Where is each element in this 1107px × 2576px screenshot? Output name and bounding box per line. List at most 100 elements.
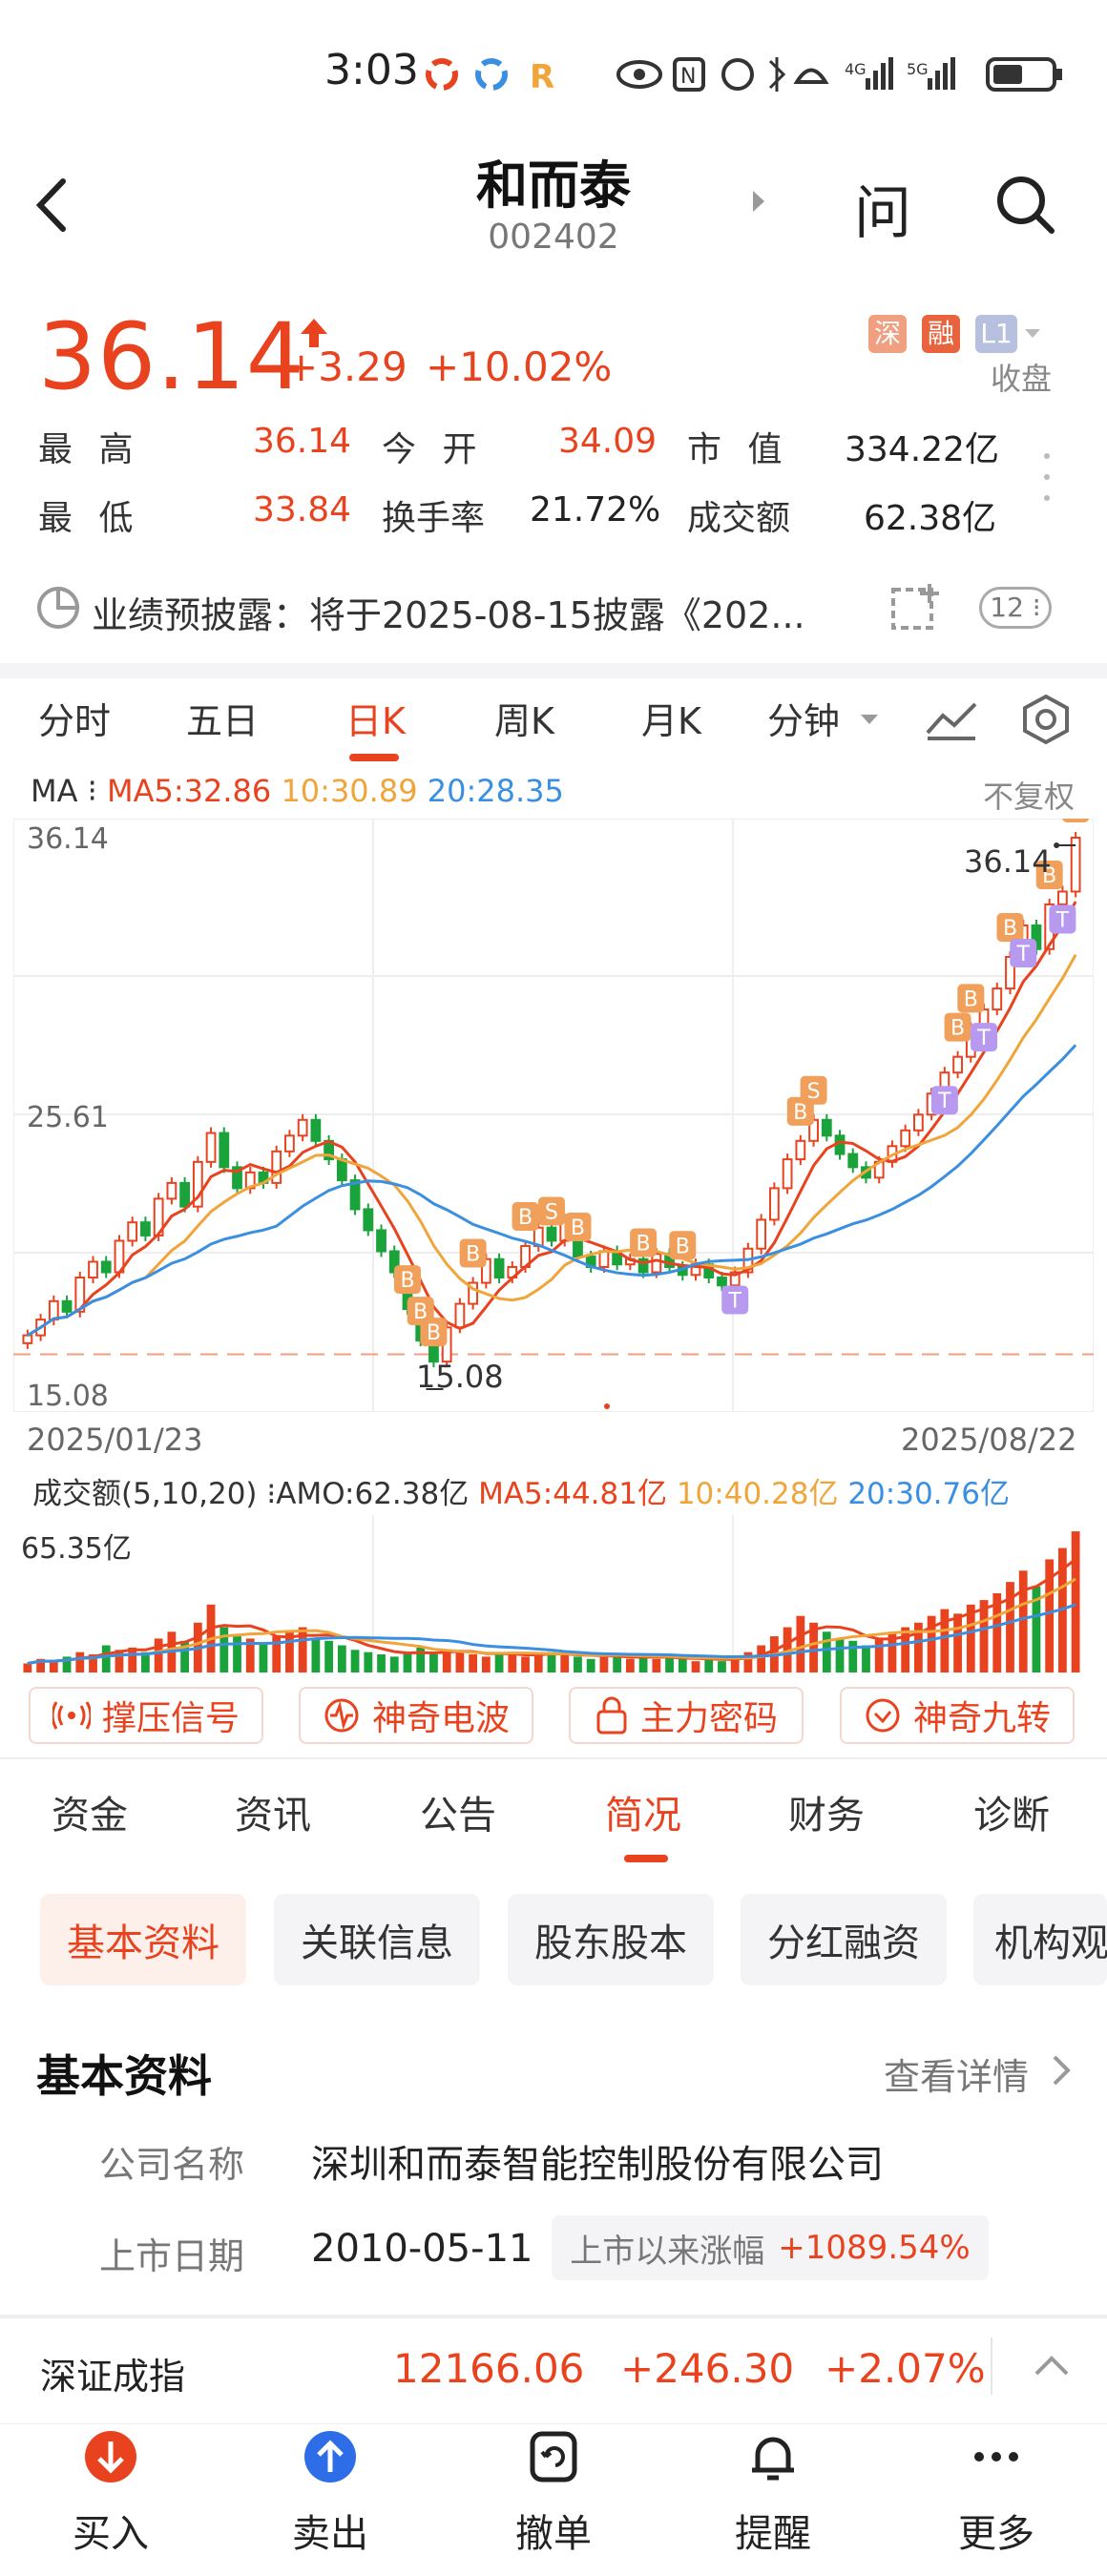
volume-bar bbox=[311, 1638, 321, 1672]
caret-down-icon[interactable] bbox=[1023, 326, 1042, 342]
search-icon[interactable] bbox=[992, 172, 1059, 239]
notice-count[interactable]: 12 ⁝ bbox=[979, 587, 1052, 629]
signal-badge-b bbox=[393, 1265, 421, 1295]
candle bbox=[847, 1153, 859, 1169]
index-change: +246.30 bbox=[620, 2345, 795, 2392]
signal-badge-b bbox=[564, 1212, 592, 1241]
chart-cursor-dot bbox=[604, 1403, 610, 1409]
amount-label: 成交额 bbox=[687, 499, 791, 538]
tab-weekly-k[interactable]: 周K bbox=[494, 700, 554, 742]
tab-announcements[interactable]: 公告 bbox=[420, 1794, 496, 1838]
add-note-icon[interactable] bbox=[888, 580, 945, 634]
volume-bar bbox=[652, 1658, 661, 1672]
candle bbox=[1057, 890, 1068, 905]
badge-l1[interactable]: L1 bbox=[975, 315, 1017, 353]
tab-five-day[interactable]: 五日 bbox=[186, 700, 260, 742]
badge-margin: 融 bbox=[922, 315, 960, 353]
volume-bar bbox=[1006, 1582, 1014, 1672]
chip-basic-info[interactable]: 基本资料 bbox=[40, 1894, 246, 1985]
volume-bar bbox=[874, 1638, 884, 1672]
triangle-right-icon[interactable] bbox=[749, 187, 768, 216]
volume-bar bbox=[862, 1645, 870, 1672]
indicator-magic-wave[interactable]: 神奇电波 bbox=[299, 1687, 533, 1744]
chip-related-info[interactable]: 关联信息 bbox=[274, 1894, 480, 1985]
indicator-main-force[interactable]: 主力密码 bbox=[569, 1687, 804, 1744]
list-date: 2010-05-11 bbox=[311, 2227, 533, 2271]
volume-bar bbox=[560, 1654, 570, 1672]
trend-line-icon[interactable] bbox=[924, 696, 981, 744]
cancel-order-button[interactable]: 撤单 bbox=[477, 2428, 630, 2558]
chip-shareholders[interactable]: 股东股本 bbox=[508, 1894, 714, 1985]
ask-button[interactable]: 问 bbox=[854, 180, 911, 247]
signal-badge-b bbox=[512, 1201, 539, 1231]
candle bbox=[61, 1299, 73, 1313]
candle bbox=[729, 1271, 741, 1287]
tab-financials[interactable]: 财务 bbox=[788, 1794, 865, 1838]
volume-bar bbox=[350, 1650, 360, 1672]
volume-bar bbox=[508, 1652, 517, 1672]
amount-value: 62.38亿 bbox=[864, 499, 997, 538]
system-status-icons: N 4G 5G bbox=[616, 57, 1062, 92]
tab-diagnosis[interactable]: 诊断 bbox=[973, 1794, 1050, 1838]
volume-bar bbox=[848, 1640, 858, 1672]
lock-icon bbox=[596, 1696, 627, 1735]
candle bbox=[140, 1221, 151, 1236]
chevron-up-icon[interactable] bbox=[1033, 2353, 1071, 2379]
cancel-order-icon bbox=[530, 2431, 577, 2483]
chevron-right-icon[interactable] bbox=[1050, 2053, 1073, 2088]
sell-button[interactable]: 卖出 bbox=[254, 2428, 407, 2558]
volume-bar bbox=[337, 1645, 346, 1672]
signal-label: S bbox=[545, 1200, 558, 1224]
indicator-label: 神奇九转 bbox=[912, 1699, 1051, 1738]
buy-button[interactable]: 买入 bbox=[34, 2428, 187, 2558]
volume-bar bbox=[547, 1652, 556, 1672]
tab-profile[interactable]: 简况 bbox=[605, 1794, 681, 1838]
candle bbox=[349, 1179, 361, 1211]
earnings-notice[interactable]: 业绩预披露：将于2025-08-15披露《202... bbox=[92, 594, 805, 636]
candle bbox=[310, 1118, 322, 1142]
market-state: 收盘 bbox=[991, 361, 1053, 397]
caret-down-icon[interactable] bbox=[859, 712, 880, 727]
indicator-support-resistance[interactable]: 撑压信号 bbox=[29, 1687, 263, 1744]
volume-chart[interactable] bbox=[13, 1515, 1094, 1672]
tab-daily-k[interactable]: 日K bbox=[345, 700, 406, 742]
tab-monthly-k[interactable]: 月K bbox=[641, 700, 701, 742]
candle bbox=[900, 1129, 911, 1148]
y-label-top: 36.14 bbox=[27, 822, 109, 856]
profile-more-link[interactable]: 查看详情 bbox=[884, 2047, 1029, 2100]
alert-button[interactable]: 提醒 bbox=[697, 2428, 849, 2558]
more-vertical-icon[interactable] bbox=[1040, 448, 1054, 506]
adjust-mode[interactable]: 不复权 bbox=[983, 779, 1076, 815]
volume-bar bbox=[115, 1650, 124, 1672]
chip-dividends[interactable]: 分红融资 bbox=[741, 1894, 947, 1985]
tab-news[interactable]: 资讯 bbox=[235, 1794, 311, 1838]
candle bbox=[992, 987, 1003, 1011]
candle bbox=[651, 1253, 662, 1274]
active-tab-indicator bbox=[349, 754, 399, 761]
signal-badge-s bbox=[800, 1075, 827, 1105]
vol-ma5-value: MA5:44.81亿 bbox=[478, 1477, 667, 1511]
candle bbox=[205, 1132, 217, 1163]
chip-institutions[interactable]: 机构观 bbox=[973, 1894, 1107, 1985]
candle bbox=[717, 1277, 727, 1287]
settings-hex-icon[interactable] bbox=[1019, 693, 1073, 746]
signal-label: B bbox=[427, 1321, 441, 1345]
volume-bar bbox=[979, 1600, 989, 1672]
tab-intraday[interactable]: 分时 bbox=[38, 700, 112, 742]
turnover-label: 换手率 bbox=[382, 499, 486, 538]
volume-bar bbox=[1032, 1586, 1041, 1672]
candlestick-chart[interactable]: BBBBBSBBBTBSTBBTBTBTB bbox=[13, 819, 1094, 1412]
stock-code: 002402 bbox=[488, 218, 619, 257]
tab-minute[interactable]: 分钟 bbox=[767, 700, 841, 742]
volume-bar bbox=[62, 1656, 72, 1672]
back-button[interactable] bbox=[29, 172, 76, 239]
ma-prefix: MA bbox=[31, 773, 78, 809]
tab-capital[interactable]: 资金 bbox=[52, 1794, 128, 1838]
signal-label: B bbox=[637, 1233, 651, 1257]
volume-bar bbox=[691, 1661, 700, 1672]
indicator-magic-nine[interactable]: 神奇九转 bbox=[840, 1687, 1075, 1744]
volume-bar bbox=[940, 1609, 950, 1672]
volume-bar bbox=[324, 1640, 334, 1672]
more-button[interactable]: 更多 bbox=[920, 2428, 1073, 2558]
index-name[interactable]: 深证成指 bbox=[40, 2356, 186, 2398]
